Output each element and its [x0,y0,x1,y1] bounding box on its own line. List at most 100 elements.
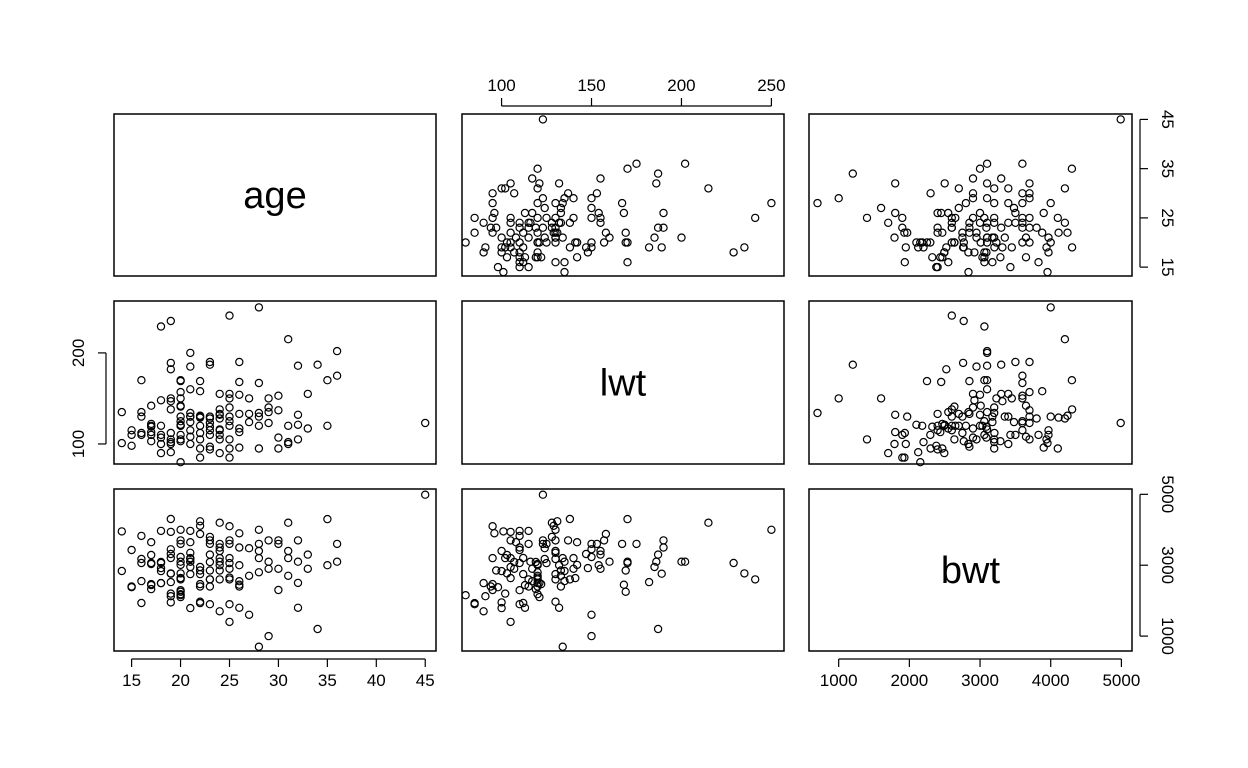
point-lwt-vs-age-29 [166,435,175,444]
point-bwt-vs-age-6 [137,558,146,568]
point-bwt-vs-lwt-76 [653,550,663,559]
point-age-vs-bwt-109 [954,203,964,213]
point-age-vs-lwt-49 [533,238,542,247]
point-age-vs-bwt-5 [944,258,953,267]
point-age-vs-lwt-117 [587,193,596,203]
point-bwt-vs-lwt-125 [497,546,506,556]
point-bwt-vs-lwt-81 [565,575,575,584]
point-age-vs-lwt-118 [569,193,578,203]
point-lwt-vs-bwt-4 [1006,430,1015,440]
point-age-vs-lwt-90 [751,213,760,223]
point-bwt-vs-age-135 [323,514,332,524]
point-bwt-vs-lwt-53 [677,557,686,566]
point-bwt-vs-age-23 [156,526,166,536]
point-bwt-vs-age-116 [264,536,273,545]
point-age-vs-bwt-102 [1011,208,1020,218]
point-age-vs-bwt-47 [1025,238,1034,247]
point-bwt-vs-age-127 [284,571,293,581]
point-lwt-vs-age-89 [215,426,224,435]
point-bwt-vs-age-0 [117,566,127,576]
point-lwt-vs-bwt-122 [926,444,935,453]
point-bwt-vs-lwt-86 [596,546,605,556]
point-lwt-vs-age-14 [146,430,156,440]
point-age-vs-bwt-24 [942,243,951,252]
point-age-vs-bwt-101 [944,208,953,218]
bottom-axis-age-tick-label-20: 20 [171,671,190,690]
point-bwt-vs-age-102 [235,543,244,552]
point-lwt-vs-age-23 [156,430,166,440]
point-bwt-vs-age-70 [205,557,215,567]
point-lwt-vs-age-28 [166,394,175,403]
point-lwt-vs-bwt-33 [990,428,999,438]
point-lwt-vs-age-70 [205,422,215,431]
point-age-vs-lwt-123 [563,189,573,198]
point-age-vs-lwt-86 [596,218,605,227]
point-bwt-vs-lwt-39 [571,573,580,583]
point-bwt-vs-lwt-31 [497,598,506,607]
point-lwt-vs-bwt-82 [990,435,999,444]
point-age-vs-bwt-91 [1025,213,1034,223]
point-bwt-vs-lwt-92 [506,617,515,627]
point-bwt-vs-lwt-79 [538,539,548,549]
point-age-vs-lwt-77 [486,223,495,232]
point-bwt-vs-lwt-54 [540,554,549,564]
point-lwt-vs-age-135 [323,376,332,385]
point-lwt-vs-age-46 [176,430,185,440]
point-bwt-vs-age-123 [274,536,283,545]
point-lwt-vs-age-84 [215,430,224,440]
point-lwt-vs-bwt-18 [980,322,989,331]
point-age-vs-bwt-28 [1007,243,1017,252]
point-lwt-vs-bwt-30 [919,437,928,447]
point-bwt-vs-lwt-21 [583,563,593,573]
point-bwt-vs-age-112 [254,553,264,563]
point-lwt-vs-age-42 [176,401,185,410]
point-age-vs-bwt-107 [1009,203,1019,213]
point-lwt-vs-age-6 [137,376,146,385]
point-bwt-vs-age-63 [195,529,205,539]
point-age-vs-lwt-32 [565,243,575,252]
right-axis-age-tick-label-45: 45 [1158,110,1177,129]
point-lwt-vs-bwt-42 [976,401,985,410]
point-bwt-vs-age-88 [215,566,224,575]
point-bwt-vs-age-24 [166,577,175,587]
point-lwt-vs-bwt-59 [1000,412,1010,421]
point-age-vs-bwt-85 [884,218,893,227]
point-lwt-vs-age-134 [313,360,322,369]
panel-frame-age-lwt [461,113,785,277]
point-bwt-vs-age-4 [127,545,136,555]
point-age-vs-lwt-120 [592,189,602,198]
point-lwt-vs-age-139 [421,418,430,428]
point-bwt-vs-lwt-112 [488,553,497,563]
point-lwt-vs-bwt-124 [990,437,999,447]
point-bwt-vs-age-62 [195,582,205,591]
point-age-vs-bwt-133 [997,174,1006,183]
point-age-vs-lwt-62 [533,228,542,237]
point-bwt-vs-age-66 [195,598,205,608]
diagonal-label-age: age [243,175,306,217]
point-age-vs-lwt-63 [601,228,611,237]
point-bwt-vs-age-111 [254,539,264,549]
point-bwt-vs-lwt-50 [605,557,614,566]
point-lwt-vs-bwt-87 [982,425,992,434]
point-age-vs-lwt-59 [551,233,560,242]
point-bwt-vs-lwt-87 [526,557,535,566]
point-lwt-vs-bwt-89 [1018,426,1027,435]
point-age-vs-bwt-4 [1006,262,1015,272]
point-age-vs-lwt-113 [767,198,776,208]
point-lwt-vs-age-96 [225,417,234,426]
point-bwt-vs-lwt-4 [515,545,524,555]
point-age-vs-lwt-131 [506,179,515,188]
point-lwt-vs-bwt-96 [980,417,989,426]
point-age-vs-lwt-92 [506,213,515,223]
point-lwt-vs-bwt-31 [901,439,911,449]
point-bwt-vs-age-94 [225,522,234,531]
point-age-vs-bwt-16 [996,253,1005,262]
point-age-vs-lwt-66 [470,228,479,237]
point-age-vs-lwt-7 [515,258,524,267]
point-age-vs-bwt-41 [992,238,1001,247]
point-lwt-vs-age-26 [166,316,175,326]
point-age-vs-bwt-134 [848,169,858,178]
left-axis-lwt-tick-label-100: 100 [69,430,88,458]
point-lwt-vs-age-57 [186,439,195,449]
point-age-vs-lwt-76 [653,223,663,232]
